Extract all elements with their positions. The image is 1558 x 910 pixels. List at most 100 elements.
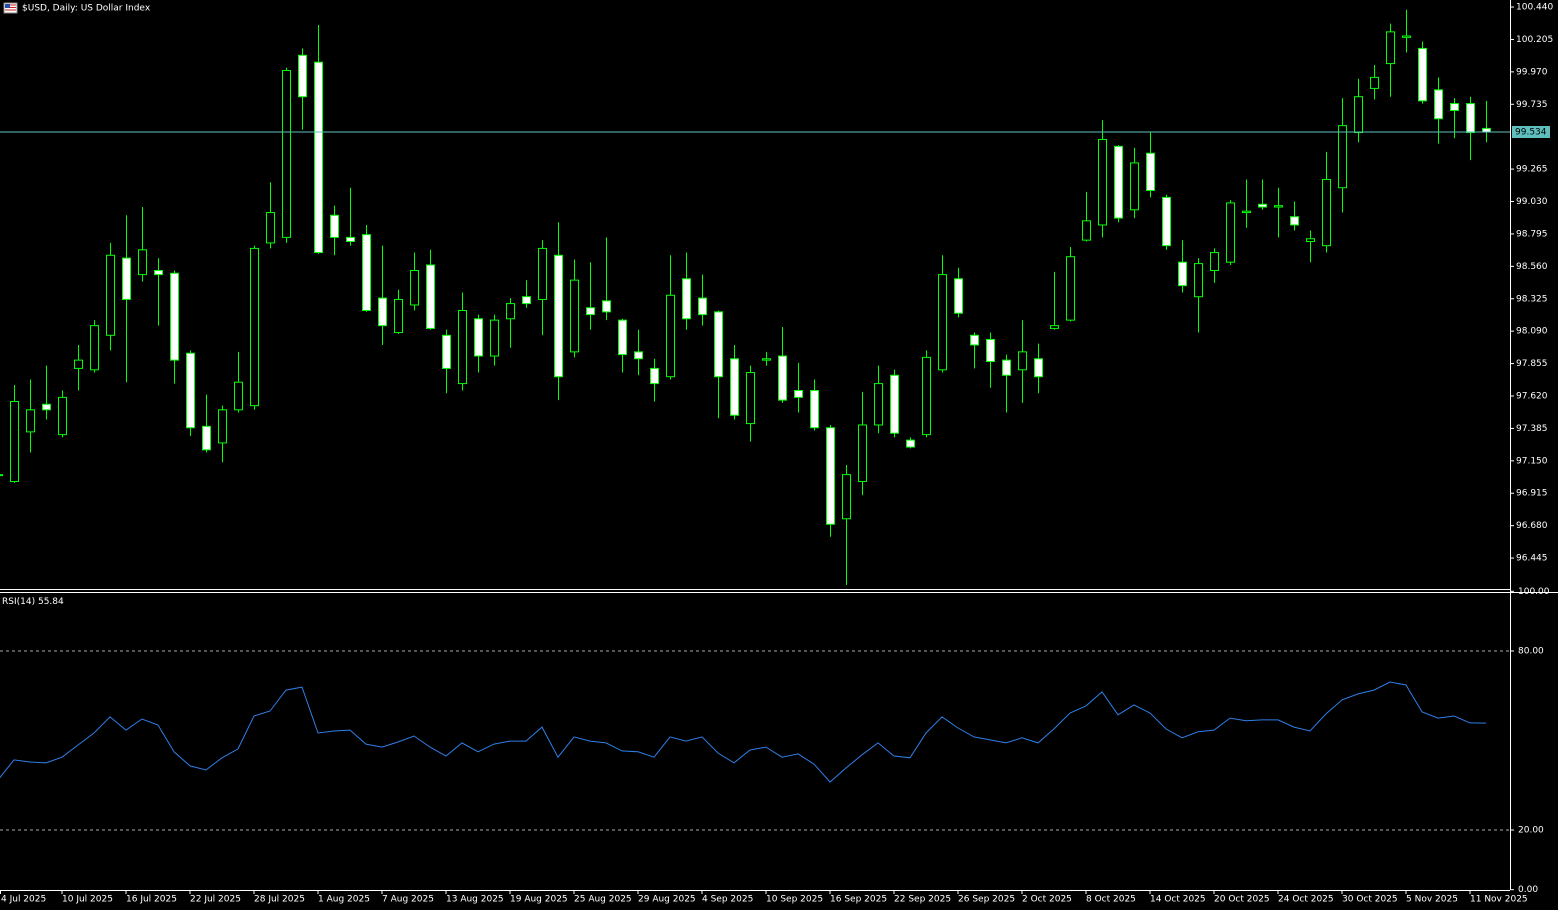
candle-body (922, 356, 931, 436)
candle-body (1450, 103, 1459, 111)
candle-body (554, 254, 563, 378)
y-tick-label: 100.205 (1516, 35, 1553, 45)
candle-body (730, 358, 739, 416)
y-tick-label: 100.00 (1518, 587, 1550, 597)
candle-body (1130, 162, 1139, 211)
candle-body (634, 351, 643, 360)
y-tick-label: 99.030 (1516, 197, 1548, 207)
candle-body (858, 424, 867, 483)
candle-body (394, 298, 403, 334)
candle-body (1082, 220, 1091, 241)
symbol-icon (3, 2, 18, 14)
candle-body (1418, 47, 1427, 102)
candle-body (906, 439, 915, 448)
x-tick-label: 11 Nov 2025 (1470, 895, 1528, 905)
y-tick-label: 98.795 (1516, 229, 1548, 239)
price-label-box (1512, 126, 1550, 138)
y-tick-label: 98.560 (1516, 262, 1548, 272)
candle-body (826, 427, 835, 525)
y-tick-label: 97.150 (1516, 456, 1548, 466)
candle-body (538, 247, 547, 300)
candle-body (954, 278, 963, 314)
candle-body (746, 372, 755, 425)
candle-body (794, 389, 803, 398)
y-tick-label: 0.00 (1518, 885, 1538, 895)
candle-body (1434, 89, 1443, 120)
candle-body (1354, 96, 1363, 134)
candle-body (362, 234, 371, 311)
candle-body (506, 303, 515, 320)
candle-body (330, 214, 339, 238)
chart-title: $USD, Daily: US Dollar Index (22, 4, 151, 14)
candle-body (1178, 261, 1187, 287)
candle-body (666, 294, 675, 378)
x-tick-label: 30 Oct 2025 (1342, 895, 1398, 905)
candle-body (186, 352, 195, 429)
x-tick-label: 7 Aug 2025 (382, 895, 434, 905)
candle-body (1098, 138, 1107, 226)
candle-body (714, 311, 723, 378)
candle-body (154, 269, 163, 276)
y-tick-label: 98.090 (1516, 327, 1548, 337)
x-tick-label: 24 Oct 2025 (1278, 895, 1334, 905)
y-tick-label: 99.265 (1516, 165, 1548, 175)
candle-body (250, 247, 259, 407)
candle-body (26, 409, 35, 433)
indicator-name: RSI(14) (2, 597, 35, 607)
y-tick-label: 96.915 (1516, 489, 1548, 499)
y-tick-label: 98.325 (1516, 294, 1548, 304)
candle-body (810, 389, 819, 429)
candle-body (234, 381, 243, 411)
candle-body (698, 297, 707, 316)
candle-body (10, 401, 19, 483)
candle-body (90, 325, 99, 371)
candle-body (1322, 178, 1331, 247)
x-tick-label: 16 Jul 2025 (126, 895, 177, 905)
candle-body (1258, 203, 1267, 208)
x-tick-label: 1 Aug 2025 (318, 895, 370, 905)
candle-body (1146, 152, 1155, 191)
x-tick-label: 10 Sep 2025 (766, 895, 823, 905)
candle-body (426, 264, 435, 329)
candle-body (874, 383, 883, 426)
y-tick-label: 20.00 (1518, 826, 1544, 836)
candle-body (74, 359, 83, 369)
candle-body (1162, 196, 1171, 247)
candle-body (842, 474, 851, 520)
y-tick-label: 96.445 (1516, 554, 1548, 564)
y-tick-label: 99.735 (1516, 100, 1548, 110)
candle-body (1194, 263, 1203, 298)
y-tick-label: 99.970 (1516, 67, 1548, 77)
candle-body (1210, 252, 1219, 271)
x-tick-label: 8 Oct 2025 (1086, 895, 1136, 905)
x-tick-label: 10 Jul 2025 (62, 895, 113, 905)
candle-body (1018, 351, 1027, 371)
candle-body (682, 278, 691, 320)
candle-body (282, 69, 291, 238)
candle-body (170, 272, 179, 361)
candle-body (58, 396, 67, 436)
candle-body (602, 300, 611, 313)
candle-body (122, 257, 131, 300)
candle-body (314, 61, 323, 254)
x-tick-label: 4 Jul 2025 (1, 895, 46, 905)
candle-body (410, 269, 419, 306)
candle-body (650, 367, 659, 385)
x-tick-label: 26 Sep 2025 (958, 895, 1015, 905)
candle-body (778, 355, 787, 401)
candle-body (346, 236, 355, 243)
candle-body (490, 319, 499, 357)
x-tick-label: 29 Aug 2025 (638, 895, 696, 905)
candle-body (890, 374, 899, 434)
candle-body (1290, 216, 1299, 226)
x-tick-label: 13 Aug 2025 (446, 895, 504, 905)
x-tick-label: 16 Sep 2025 (830, 895, 887, 905)
candle-body (586, 307, 595, 316)
y-tick-label: 97.620 (1516, 392, 1548, 402)
candle-body (458, 309, 467, 385)
candle-body (442, 334, 451, 369)
candle-body (1002, 359, 1011, 376)
